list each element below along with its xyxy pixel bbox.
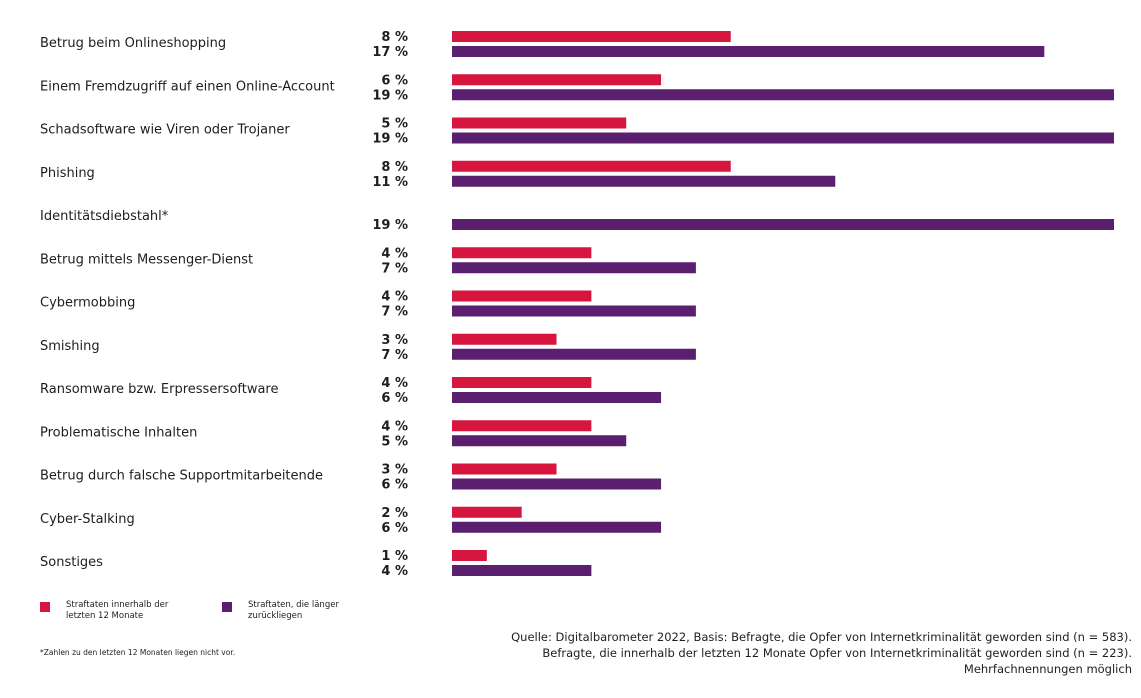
legend-label-recent-line2: letzten 12 Monate (66, 611, 144, 621)
value-label-older: 6 % (381, 391, 408, 406)
bar-recent (452, 31, 731, 42)
category-label: Betrug beim Onlineshopping (40, 36, 226, 51)
bar-older (452, 132, 1114, 144)
value-label-older: 19 % (372, 88, 408, 103)
bar-recent (452, 420, 592, 432)
source-note: Quelle: Digitalbarometer 2022, Basis: Be… (312, 629, 1132, 677)
legend-label-recent: Straftaten innerhalb der letzten 12 Mona… (66, 600, 186, 622)
value-label-older: 4 % (381, 564, 408, 579)
category-label: Betrug mittels Messenger-Dienst (40, 252, 253, 267)
bar-recent (452, 377, 592, 388)
legend-swatch-recent (40, 602, 50, 612)
value-label-recent: 4 % (381, 290, 408, 305)
bar-recent (452, 463, 557, 475)
bar-recent (452, 333, 557, 345)
bar-older (452, 175, 836, 187)
value-label-recent: 4 % (381, 376, 408, 391)
legend-swatch-older (222, 602, 232, 612)
value-label-older: 7 % (381, 261, 408, 276)
bar-recent (452, 290, 592, 302)
legend-label-recent-line1: Straftaten innerhalb der (66, 600, 169, 610)
bar-chart: Betrug beim Onlineshopping 8 % 17 % Einem F… (40, 30, 1114, 579)
value-label-recent: 8 % (381, 30, 408, 45)
bar-older (452, 521, 662, 533)
source-line-1: Quelle: Digitalbarometer 2022, Basis: Be… (511, 630, 1132, 644)
value-label-older: 6 % (381, 521, 408, 536)
value-label-recent: 5 % (381, 117, 408, 132)
bar-older (452, 565, 592, 576)
value-label-recent: 3 % (381, 463, 408, 478)
bar-older (452, 435, 627, 447)
category-label: Smishing (40, 339, 100, 354)
value-label-older: 19 % (372, 218, 408, 233)
category-label: Betrug durch falsche Supportmitarbeitend… (40, 469, 323, 484)
category-label: Ransomware bzw. Erpressersoftware (40, 382, 279, 397)
category-label: Cyber-Stalking (40, 512, 135, 527)
bar-older (452, 89, 1114, 101)
bar-recent (452, 117, 627, 129)
category-label: Einem Fremdzugriff auf einen Online-Acco… (40, 79, 335, 94)
value-label-recent: 2 % (381, 506, 408, 521)
value-label-older: 5 % (381, 434, 408, 449)
bar-recent (452, 550, 487, 561)
value-label-older: 6 % (381, 478, 408, 493)
value-label-recent: 4 % (381, 246, 408, 261)
bar-recent (452, 74, 662, 86)
bar-older (452, 46, 1045, 57)
value-label-recent: 6 % (381, 73, 408, 88)
bar-older (452, 392, 662, 403)
legend-label-older-line1: Straftaten, die länger (248, 600, 339, 610)
category-label: Schadsoftware wie Viren oder Trojaner (40, 123, 290, 138)
source-line-2: Befragte, die innerhalb der letzten 12 M… (542, 646, 1132, 660)
legend-label-older: Straftaten, die länger zurückliegen (248, 600, 368, 622)
bar-recent (452, 247, 592, 259)
value-label-older: 7 % (381, 348, 408, 363)
value-label-recent: 4 % (381, 419, 408, 434)
bar-recent (452, 506, 522, 518)
bar-older (452, 478, 662, 490)
bar-older (452, 219, 1114, 230)
category-label: Sonstiges (40, 555, 103, 570)
bar-older (452, 262, 696, 274)
chart-svg: Betrug beim Onlineshopping 8 %17 %Einem F… (40, 30, 1114, 579)
value-label-older: 11 % (372, 175, 408, 190)
value-label-older: 7 % (381, 305, 408, 320)
value-label-recent: 3 % (381, 333, 408, 348)
bar-older (452, 348, 696, 360)
value-label-older: 19 % (372, 132, 408, 147)
bar-older (452, 305, 696, 317)
category-label: Cybermobbing (40, 296, 135, 311)
legend-label-older-line2: zurückliegen (248, 611, 303, 621)
bar-recent (452, 160, 731, 172)
category-label: Problematische Inhalten (40, 425, 197, 440)
category-label: Phishing (40, 166, 95, 181)
value-label-recent: 1 % (381, 549, 408, 564)
source-line-3: Mehrfachnennungen möglich (963, 662, 1132, 676)
category-label: Identitätsdiebstahl* (40, 209, 169, 224)
value-label-older: 17 % (372, 45, 408, 60)
value-label-recent: 8 % (381, 160, 408, 175)
footnote: *Zahlen zu den letzten 12 Monaten liegen… (40, 648, 236, 657)
